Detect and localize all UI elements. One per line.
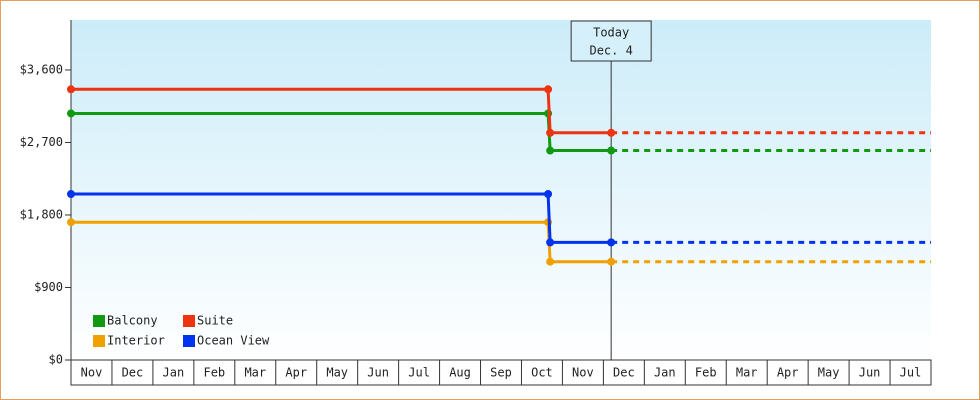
x-tick-label: Mar xyxy=(244,366,266,380)
x-tick-label: Aug xyxy=(449,366,471,380)
x-tick-label: Sep xyxy=(490,366,512,380)
point xyxy=(546,128,555,137)
y-tick-label: $3,600 xyxy=(20,62,63,76)
x-tick-label: Dec xyxy=(613,366,635,380)
point xyxy=(546,146,555,155)
price-line xyxy=(71,87,612,135)
legend-label: Ocean View xyxy=(197,334,270,348)
y-tick-label: $1,800 xyxy=(20,207,63,221)
point xyxy=(607,257,616,266)
x-tick-label: Dec xyxy=(122,366,144,380)
point xyxy=(607,238,616,247)
today-box xyxy=(570,20,652,62)
x-tick-label: Jun xyxy=(367,366,389,380)
point xyxy=(67,109,75,118)
x-tick-label: Jun xyxy=(859,366,881,380)
legend-swatch xyxy=(183,315,195,327)
x-tick-label: Jan xyxy=(654,366,676,380)
y-tick-label: $900 xyxy=(34,280,63,294)
point xyxy=(67,218,75,227)
x-tick-label: Feb xyxy=(695,366,717,380)
x-tick-label: Apr xyxy=(777,366,799,380)
x-tick-label: May xyxy=(818,366,840,380)
x-tick-label: Mar xyxy=(736,366,758,380)
x-tick-label: Jan xyxy=(163,366,185,380)
x-tick-label: Nov xyxy=(572,366,594,380)
x-tick-label: Jul xyxy=(900,366,922,380)
legend-label: Interior xyxy=(107,334,165,348)
point xyxy=(67,190,75,199)
x-tick-label: Oct xyxy=(531,366,553,380)
point xyxy=(67,85,75,94)
point xyxy=(544,190,553,199)
point xyxy=(546,257,555,266)
x-tick-label: Feb xyxy=(203,366,225,380)
legend-swatch xyxy=(93,315,105,327)
legend-swatch xyxy=(93,335,105,347)
legend-swatch xyxy=(183,335,195,347)
legend-label: Suite xyxy=(197,314,233,328)
today-date: Dec. 4 xyxy=(589,44,632,58)
x-tick-label: Jul xyxy=(408,366,430,380)
price-line xyxy=(71,192,612,244)
x-tick-label: Nov xyxy=(81,366,103,380)
y-tick-label: $0 xyxy=(49,353,63,367)
legend-label: Balcony xyxy=(107,314,158,328)
point xyxy=(607,146,616,155)
point xyxy=(607,128,616,137)
y-tick-label: $2,700 xyxy=(20,135,63,149)
plot-area xyxy=(71,20,931,360)
x-tick-label: Apr xyxy=(285,366,307,380)
today-label: Today xyxy=(593,26,629,40)
x-tick-label: May xyxy=(326,366,348,380)
point xyxy=(544,85,553,94)
x-axis-box xyxy=(70,359,932,386)
point xyxy=(546,238,555,247)
